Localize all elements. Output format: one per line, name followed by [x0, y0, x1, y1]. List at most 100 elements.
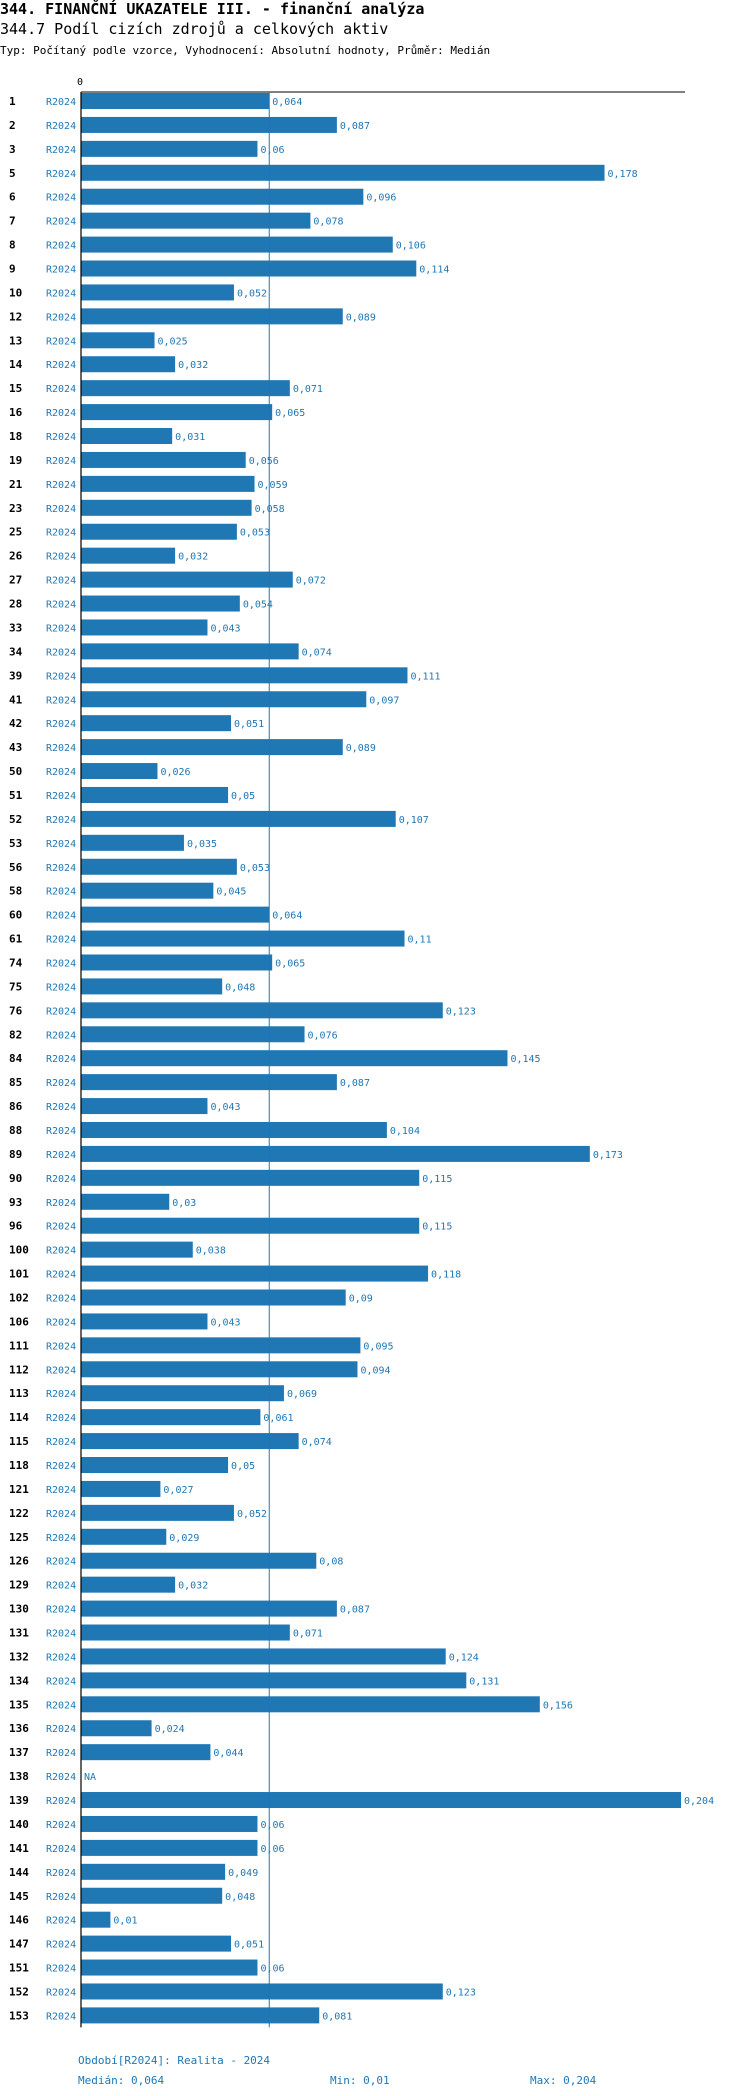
value-label: 0,131 [469, 1676, 499, 1687]
value-label: 0,097 [369, 695, 399, 706]
series-label: R2024 [46, 1174, 76, 1185]
value-label: 0,156 [543, 1700, 573, 1711]
value-label: 0,204 [684, 1796, 714, 1807]
bar [81, 1289, 346, 1306]
series-label: R2024 [46, 360, 76, 371]
bar [81, 1792, 681, 1809]
value-label: 0,051 [234, 1940, 264, 1951]
series-label: R2024 [46, 1030, 76, 1041]
series-label: R2024 [46, 911, 76, 922]
series-label: R2024 [46, 1198, 76, 1209]
bar [81, 906, 270, 923]
series-label: R2024 [46, 1389, 76, 1400]
series-label: R2024 [46, 1533, 76, 1544]
value-label: 0,094 [360, 1365, 390, 1376]
category-label: 134 [9, 1674, 29, 1687]
bar [81, 667, 408, 684]
category-label: 131 [9, 1627, 29, 1640]
bar [81, 715, 231, 732]
series-label: R2024 [46, 456, 76, 467]
category-label: 8 [9, 239, 16, 252]
value-label: 0,053 [240, 863, 270, 874]
series-label: R2024 [46, 1892, 76, 1903]
bar [81, 1457, 229, 1474]
series-label: R2024 [46, 528, 76, 539]
bar [81, 1265, 429, 1282]
bar [81, 1098, 208, 1115]
category-label: 102 [9, 1292, 29, 1305]
bar [81, 1720, 152, 1737]
value-label: 0,01 [113, 1916, 137, 1927]
value-label: 0,043 [210, 1102, 240, 1113]
category-label: 115 [9, 1435, 29, 1448]
category-label: 93 [9, 1196, 22, 1209]
category-label: 111 [9, 1339, 29, 1352]
category-label: 9 [9, 263, 16, 276]
series-label: R2024 [46, 1772, 76, 1783]
category-label: 153 [9, 2009, 29, 2022]
bar [81, 1672, 467, 1689]
series-label: R2024 [46, 432, 76, 443]
category-label: 19 [9, 454, 22, 467]
bar [81, 1935, 231, 1952]
value-label: 0,064 [272, 911, 302, 922]
bar [81, 212, 311, 229]
bar [81, 1576, 176, 1593]
value-label: 0,074 [302, 647, 332, 658]
value-label: 0,078 [313, 217, 343, 228]
series-label: R2024 [46, 1317, 76, 1328]
series-label: R2024 [46, 1987, 76, 1998]
value-label: 0,053 [240, 528, 270, 539]
series-label: R2024 [46, 1844, 76, 1855]
value-label: 0,08 [319, 1557, 343, 1568]
value-label: 0,052 [237, 1509, 267, 1520]
value-label: 0,096 [366, 193, 396, 204]
series-label: R2024 [46, 408, 76, 419]
series-label: R2024 [46, 1509, 76, 1520]
series-label: R2024 [46, 1964, 76, 1975]
bar [81, 1050, 508, 1067]
series-label: R2024 [46, 384, 76, 395]
category-label: 5 [9, 167, 16, 180]
bar [81, 571, 293, 588]
value-label: 0,087 [340, 1078, 370, 1089]
value-label: 0,072 [296, 576, 326, 587]
category-label: 10 [9, 286, 22, 299]
bar [81, 499, 252, 516]
value-label: 0,124 [449, 1652, 479, 1663]
series-label: R2024 [46, 767, 76, 778]
value-label: 0,11 [408, 935, 432, 946]
series-label: R2024 [46, 623, 76, 634]
bar [81, 1744, 211, 1761]
series-label: R2024 [46, 265, 76, 276]
series-label: R2024 [46, 97, 76, 108]
bar [81, 1026, 305, 1043]
series-label: R2024 [46, 312, 76, 323]
bar [81, 1648, 446, 1665]
bar [81, 858, 237, 875]
series-label: R2024 [46, 671, 76, 682]
category-label: 34 [9, 645, 23, 658]
bar [81, 475, 255, 492]
bar [81, 1169, 420, 1186]
series-label: R2024 [46, 1820, 76, 1831]
category-label: 146 [9, 1914, 29, 1927]
value-label: 0,06 [260, 1844, 284, 1855]
category-label: 1 [9, 95, 16, 108]
series-label: R2024 [46, 552, 76, 563]
series-label: R2024 [46, 288, 76, 299]
value-label: 0,032 [178, 360, 208, 371]
series-label: R2024 [46, 958, 76, 969]
bar [81, 1313, 208, 1330]
category-label: 42 [9, 717, 22, 730]
bar [81, 1696, 540, 1713]
category-label: 112 [9, 1363, 29, 1376]
category-label: 61 [9, 933, 23, 946]
category-label: 151 [9, 1962, 29, 1975]
category-label: 26 [9, 550, 23, 563]
series-label: R2024 [46, 169, 76, 180]
bar [81, 1600, 337, 1617]
category-label: 15 [9, 382, 22, 395]
bar [81, 236, 393, 253]
bar [81, 1911, 111, 1928]
